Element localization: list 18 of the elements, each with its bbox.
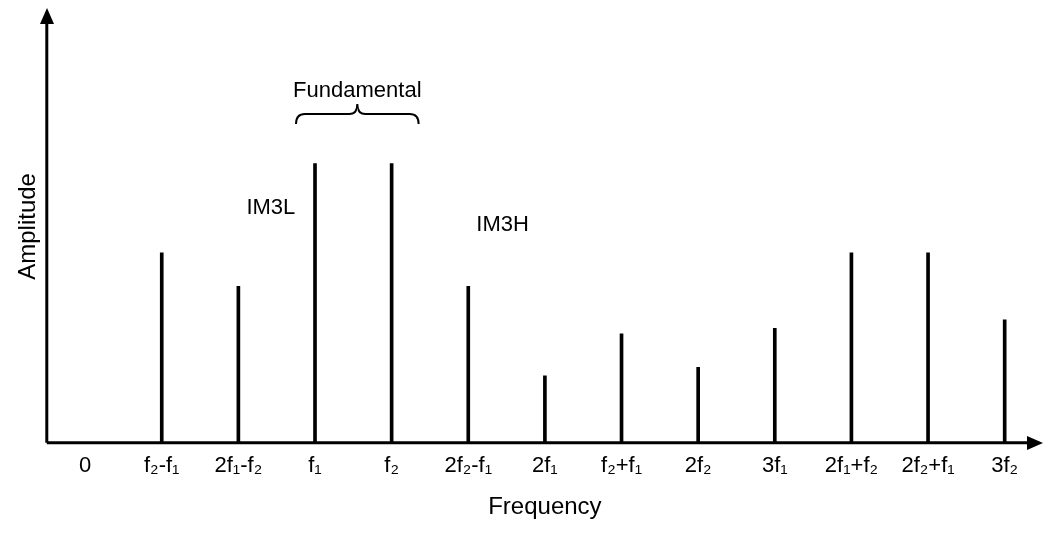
x-tick-label: f₂-f₁ bbox=[143, 452, 180, 478]
annotation: IM3H bbox=[476, 211, 529, 237]
x-tick-label: 2f₁+f₂ bbox=[824, 452, 879, 478]
x-tick-label: 3f₂ bbox=[991, 452, 1019, 478]
x-tick-label: f₁ bbox=[308, 452, 322, 478]
x-tick-label: 3f₁ bbox=[761, 452, 788, 478]
x-tick-label: 0 bbox=[78, 452, 92, 478]
text: Fundamental bbox=[293, 76, 422, 102]
x-axis-title: Frequency bbox=[488, 492, 602, 520]
annotation: IM3L bbox=[246, 194, 296, 220]
x-tick-label: 2f₂+f₁ bbox=[901, 452, 955, 478]
x-tick-label: 2f₁-f₂ bbox=[214, 452, 263, 478]
x-tick-label: 2f₂-f₁ bbox=[444, 452, 493, 478]
x-tick-label: f₂ bbox=[384, 452, 399, 478]
x-tick-label: 2f₁ bbox=[532, 452, 558, 478]
x-tick-label: f₂+f₁ bbox=[601, 452, 643, 478]
x-tick-label: 2f₂ bbox=[684, 452, 712, 478]
y-axis-title: Amplitude bbox=[13, 173, 41, 280]
